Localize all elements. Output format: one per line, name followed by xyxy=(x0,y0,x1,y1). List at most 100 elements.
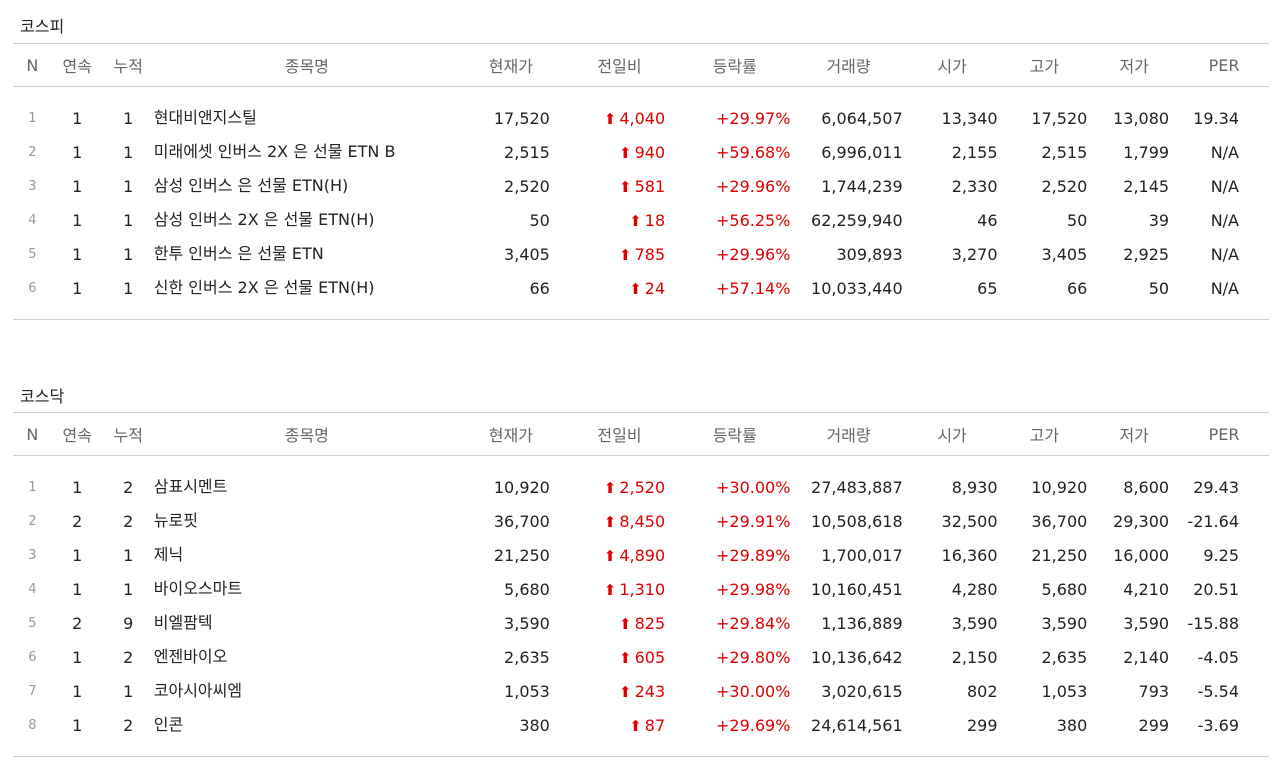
row-rate: +30.00% xyxy=(716,681,791,701)
table-row[interactable]: 3 1 1 삼성 인버스 은 선물 ETN(H) 2,520 ⬆ 581 +29.96% 1,7… xyxy=(13,169,1269,203)
header-per: PER xyxy=(1179,43,1269,87)
change-value: 8,450 xyxy=(619,511,666,531)
header-change: 전일비 xyxy=(561,412,678,456)
row-rate: +57.14% xyxy=(716,278,791,298)
header-change: 전일비 xyxy=(561,43,678,87)
row-cumulative: 2 xyxy=(123,715,134,735)
row-stock-name[interactable]: 뉴로핏 xyxy=(153,511,198,530)
row-stock-name[interactable]: 코아시아씨엠 xyxy=(153,681,243,700)
row-stock-name[interactable]: 삼성 인버스 2X 은 선물 ETN(H) xyxy=(153,210,375,229)
row-change: ⬆ 785 xyxy=(562,237,677,271)
row-number: 4 xyxy=(28,212,37,228)
section-title-kosdaq: 코스닥 xyxy=(20,387,65,406)
change-value: 940 xyxy=(634,142,666,162)
row-stock-name[interactable]: 현대비앤지스틸 xyxy=(153,108,257,127)
row-low: 50 xyxy=(1148,278,1170,298)
row-stock-name[interactable]: 인콘 xyxy=(153,715,184,734)
table-row[interactable]: 2 1 1 미래에셋 인버스 2X 은 선물 ETN B 2,515 ⬆ 940 +59.68… xyxy=(13,135,1269,169)
change-value: 1,310 xyxy=(619,579,666,599)
row-number: 5 xyxy=(28,615,37,631)
table-row[interactable]: 8 1 2 인콘 380 ⬆ 87 +29.69% 24,614,561 299 380 299 -3.… xyxy=(13,708,1269,742)
row-per: 19.34 xyxy=(1193,108,1239,128)
row-per: -15.88 xyxy=(1187,613,1239,633)
row-volume: 24,614,561 xyxy=(811,715,903,735)
row-number: 1 xyxy=(28,479,37,495)
row-streak: 1 xyxy=(72,278,83,298)
change-value: 581 xyxy=(634,176,666,196)
row-volume: 1,744,239 xyxy=(821,176,903,196)
row-rate: +56.25% xyxy=(716,210,791,230)
row-streak: 1 xyxy=(72,647,83,667)
up-arrow-icon: ⬆ xyxy=(629,211,642,230)
row-rate: +29.91% xyxy=(716,511,791,531)
row-number: 2 xyxy=(28,513,37,529)
table-row[interactable]: 7 1 1 코아시아씨엠 1,053 ⬆ 243 +30.00% 3,020,615 802 1,0… xyxy=(13,674,1269,708)
up-arrow-icon: ⬆ xyxy=(603,580,617,599)
row-price: 2,520 xyxy=(504,176,550,196)
row-stock-name[interactable]: 신한 인버스 2X 은 선물 ETN(H) xyxy=(153,278,375,297)
row-stock-name[interactable]: 비엘팜텍 xyxy=(153,613,213,632)
table-row[interactable]: 6 1 2 엔젠바이오 2,635 ⬆ 605 +29.80% 10,136,642 2,150 2… xyxy=(13,640,1269,674)
table-row[interactable]: 1 1 1 현대비앤지스틸 17,520 ⬆ 4,040 +29.97% 6,064,507 13… xyxy=(13,101,1269,135)
table-row[interactable]: 3 1 1 제닉 21,250 ⬆ 4,890 +29.89% 1,700,017 16,360 2… xyxy=(13,538,1269,572)
row-price: 66 xyxy=(529,278,550,298)
row-per: 9.25 xyxy=(1203,545,1239,565)
table-row[interactable]: 5 2 9 비엘팜텍 3,590 ⬆ 825 +29.84% 1,136,889 3,590 3,5… xyxy=(13,606,1269,640)
up-arrow-icon: ⬆ xyxy=(603,546,617,565)
row-change: ⬆ 825 xyxy=(562,606,677,640)
row-stock-name[interactable]: 한투 인버스 은 선물 ETN xyxy=(153,244,324,263)
row-per: -4.05 xyxy=(1197,647,1239,667)
row-price: 2,515 xyxy=(504,142,550,162)
row-cumulative: 1 xyxy=(123,278,134,298)
row-open: 65 xyxy=(977,278,998,298)
header-open: 시가 xyxy=(904,43,1000,87)
table-row[interactable]: 4 1 1 바이오스마트 5,680 ⬆ 1,310 +29.98% 10,160,451 4,2… xyxy=(13,572,1269,606)
row-stock-name[interactable]: 삼성 인버스 은 선물 ETN(H) xyxy=(153,176,349,195)
table-row[interactable]: 1 1 2 삼표시멘트 10,920 ⬆ 2,520 +30.00% 27,483,887 8,9… xyxy=(13,470,1269,504)
row-low: 16,000 xyxy=(1113,545,1170,565)
row-per: -3.69 xyxy=(1197,715,1239,735)
row-streak: 1 xyxy=(72,210,83,230)
row-low: 2,145 xyxy=(1123,176,1170,196)
row-cumulative: 1 xyxy=(123,176,134,196)
row-streak: 1 xyxy=(72,142,83,162)
row-per: -5.54 xyxy=(1197,681,1239,701)
row-open: 802 xyxy=(966,681,998,701)
row-price: 380 xyxy=(519,715,550,735)
row-per: N/A xyxy=(1210,176,1239,196)
row-per: 29.43 xyxy=(1193,477,1239,497)
row-stock-name[interactable]: 엔젠바이오 xyxy=(153,647,228,666)
row-high: 3,405 xyxy=(1041,244,1088,264)
row-price: 17,520 xyxy=(493,108,550,128)
header-low: 저가 xyxy=(1089,43,1180,87)
row-streak: 1 xyxy=(72,681,83,701)
row-rate: +29.89% xyxy=(716,545,791,565)
table-row[interactable]: 4 1 1 삼성 인버스 2X 은 선물 ETN(H) 50 ⬆ 18 +56.25% 62,2… xyxy=(13,203,1269,237)
row-stock-name[interactable]: 제닉 xyxy=(153,545,184,564)
change-value: 243 xyxy=(634,681,666,701)
row-stock-name[interactable]: 바이오스마트 xyxy=(153,579,243,598)
row-rate: +29.96% xyxy=(716,176,791,196)
row-stock-name[interactable]: 삼표시멘트 xyxy=(153,477,228,496)
table-row[interactable]: 6 1 1 신한 인버스 2X 은 선물 ETN(H) 66 ⬆ 24 +57.14% 10,0… xyxy=(13,271,1269,305)
row-open: 4,280 xyxy=(951,579,998,599)
header-streak: 연속 xyxy=(51,412,103,456)
row-volume: 10,033,440 xyxy=(811,278,903,298)
header-cumulative: 누적 xyxy=(102,412,154,456)
row-change: ⬆ 8,450 xyxy=(562,504,677,538)
row-high: 5,680 xyxy=(1041,579,1088,599)
table-row[interactable]: 2 2 2 뉴로핏 36,700 ⬆ 8,450 +29.91% 10,508,618 32,50… xyxy=(13,504,1269,538)
table-body: 1 1 1 현대비앤지스틸 17,520 ⬆ 4,040 +29.97% 6,064,507 13… xyxy=(13,87,1269,320)
change-value: 87 xyxy=(644,715,666,735)
row-change: ⬆ 4,890 xyxy=(562,538,677,572)
header-price: 현재가 xyxy=(459,412,562,456)
row-high: 21,250 xyxy=(1031,545,1088,565)
row-streak: 1 xyxy=(72,176,83,196)
table-row[interactable]: 5 1 1 한투 인버스 은 선물 ETN 3,405 ⬆ 785 +29.96% 309,89… xyxy=(13,237,1269,271)
row-change: ⬆ 605 xyxy=(562,640,677,674)
row-high: 36,700 xyxy=(1031,511,1088,531)
row-cumulative: 9 xyxy=(123,613,134,633)
row-low: 2,925 xyxy=(1123,244,1170,264)
row-volume: 6,064,507 xyxy=(821,108,903,128)
row-stock-name[interactable]: 미래에셋 인버스 2X 은 선물 ETN B xyxy=(153,142,396,161)
